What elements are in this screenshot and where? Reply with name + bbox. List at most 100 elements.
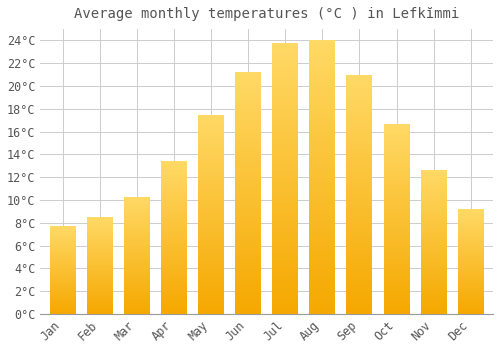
Bar bbox=[458, 312, 484, 313]
Bar bbox=[310, 46, 336, 49]
Bar bbox=[235, 183, 261, 186]
Bar bbox=[272, 148, 298, 151]
Bar bbox=[384, 262, 409, 264]
Bar bbox=[384, 124, 409, 126]
Bar bbox=[420, 211, 446, 212]
Bar bbox=[198, 224, 224, 226]
Bar bbox=[86, 274, 113, 275]
Bar bbox=[346, 115, 372, 118]
Bar bbox=[272, 203, 298, 205]
Bar bbox=[310, 136, 336, 139]
Bar bbox=[86, 287, 113, 288]
Bar bbox=[310, 226, 336, 229]
Bar bbox=[235, 287, 261, 290]
Bar bbox=[272, 281, 298, 284]
Bar bbox=[458, 296, 484, 297]
Bar bbox=[272, 265, 298, 268]
Bar bbox=[384, 163, 409, 166]
Bar bbox=[310, 79, 336, 82]
Bar bbox=[272, 78, 298, 81]
Bar bbox=[346, 103, 372, 106]
Bar bbox=[310, 281, 336, 284]
Bar bbox=[161, 312, 187, 314]
Bar bbox=[50, 283, 76, 284]
Bar bbox=[198, 168, 224, 170]
Bar bbox=[458, 298, 484, 299]
Bar bbox=[161, 260, 187, 262]
Bar bbox=[272, 308, 298, 311]
Bar bbox=[86, 245, 113, 246]
Bar bbox=[310, 306, 336, 308]
Bar bbox=[124, 269, 150, 271]
Bar bbox=[235, 193, 261, 196]
Bar bbox=[50, 239, 76, 240]
Bar bbox=[272, 184, 298, 187]
Bar bbox=[235, 92, 261, 94]
Bar bbox=[272, 252, 298, 254]
Bar bbox=[458, 231, 484, 232]
Bar bbox=[420, 284, 446, 285]
Bar bbox=[86, 300, 113, 301]
Bar bbox=[124, 225, 150, 226]
Bar bbox=[198, 146, 224, 148]
Bar bbox=[458, 259, 484, 260]
Bar bbox=[420, 291, 446, 292]
Bar bbox=[198, 250, 224, 252]
Bar bbox=[384, 236, 409, 238]
Bar bbox=[198, 308, 224, 310]
Bar bbox=[161, 242, 187, 244]
Bar bbox=[310, 303, 336, 306]
Bar bbox=[420, 261, 446, 262]
Bar bbox=[310, 100, 336, 103]
Bar bbox=[124, 254, 150, 255]
Bar bbox=[346, 237, 372, 240]
Bar bbox=[346, 170, 372, 173]
Bar bbox=[235, 239, 261, 241]
Bar bbox=[86, 265, 113, 266]
Bar bbox=[420, 251, 446, 252]
Bar bbox=[235, 246, 261, 248]
Bar bbox=[272, 219, 298, 222]
Bar bbox=[198, 240, 224, 242]
Bar bbox=[272, 100, 298, 103]
Bar bbox=[310, 240, 336, 243]
Bar bbox=[420, 235, 446, 236]
Bar bbox=[272, 205, 298, 208]
Bar bbox=[161, 202, 187, 204]
Bar bbox=[458, 309, 484, 310]
Bar bbox=[124, 246, 150, 247]
Bar bbox=[198, 236, 224, 238]
Bar bbox=[384, 240, 409, 242]
Bar bbox=[458, 233, 484, 234]
Bar bbox=[346, 247, 372, 249]
Bar bbox=[235, 285, 261, 287]
Bar bbox=[384, 162, 409, 163]
Bar bbox=[310, 172, 336, 174]
Bar bbox=[420, 248, 446, 249]
Bar bbox=[420, 232, 446, 233]
Bar bbox=[420, 297, 446, 298]
Bar bbox=[458, 225, 484, 226]
Bar bbox=[272, 70, 298, 72]
Bar bbox=[124, 224, 150, 225]
Bar bbox=[346, 111, 372, 113]
Bar bbox=[50, 242, 76, 243]
Bar bbox=[235, 116, 261, 118]
Bar bbox=[272, 89, 298, 92]
Bar bbox=[50, 308, 76, 309]
Bar bbox=[310, 155, 336, 158]
Bar bbox=[310, 251, 336, 254]
Bar bbox=[86, 299, 113, 300]
Bar bbox=[86, 250, 113, 251]
Bar bbox=[161, 236, 187, 238]
Bar bbox=[272, 241, 298, 243]
Bar bbox=[161, 267, 187, 268]
Bar bbox=[124, 200, 150, 201]
Bar bbox=[346, 254, 372, 257]
Bar bbox=[272, 130, 298, 132]
Bar bbox=[50, 274, 76, 275]
Bar bbox=[235, 290, 261, 292]
Bar bbox=[198, 234, 224, 236]
Bar bbox=[420, 274, 446, 275]
Bar bbox=[198, 278, 224, 280]
